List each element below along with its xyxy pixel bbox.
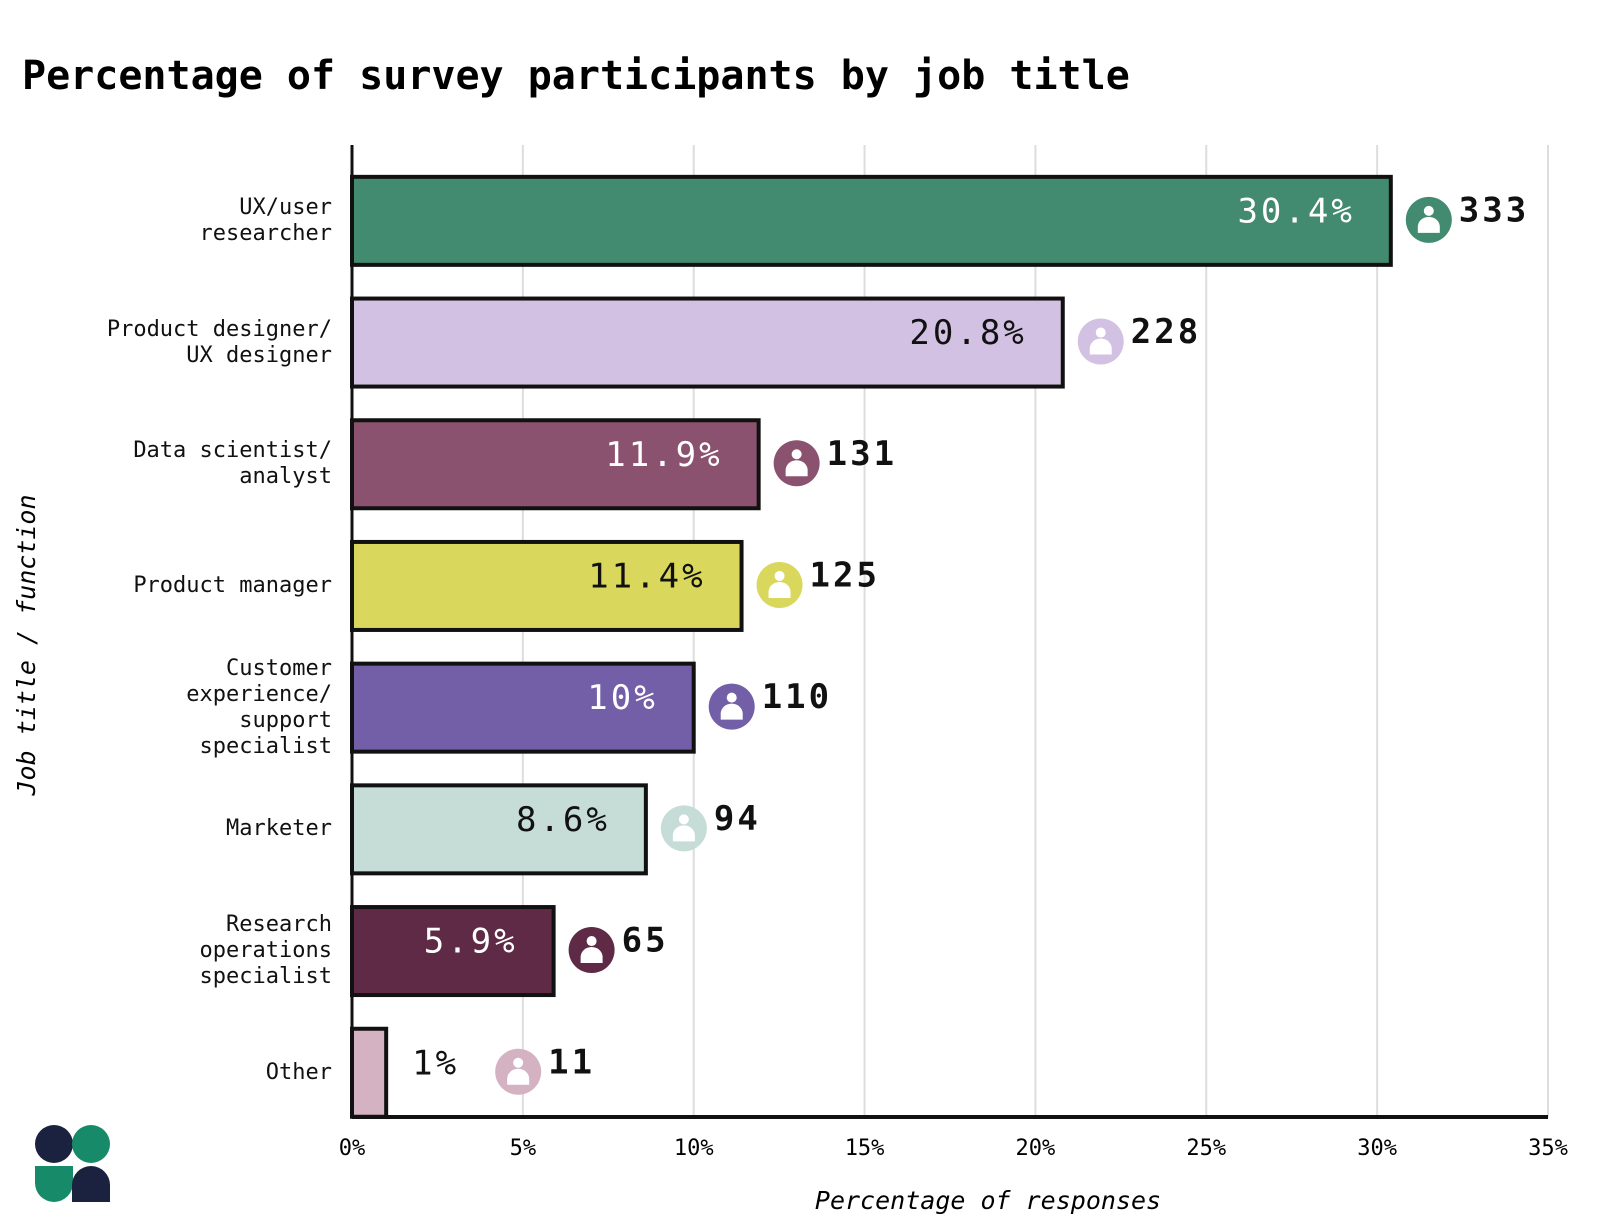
icon-head xyxy=(1423,205,1434,216)
icon-head xyxy=(1095,327,1106,338)
x-tick-label: 10% xyxy=(674,1136,714,1161)
count-label: 228 xyxy=(1131,312,1201,352)
chart-title: Percentage of survey participants by job… xyxy=(22,53,1130,99)
icon-head xyxy=(726,692,737,703)
icon-body xyxy=(768,581,791,598)
value-label: 5.9% xyxy=(424,922,518,962)
y-tick-label: Research operations specialist xyxy=(199,912,332,990)
count-label: 131 xyxy=(827,434,897,474)
bar xyxy=(350,174,1393,267)
bar xyxy=(350,783,648,876)
person-icon xyxy=(773,440,820,487)
icon-body xyxy=(507,1068,530,1085)
person-icon xyxy=(660,805,707,852)
icon-body xyxy=(720,703,743,720)
icon-head xyxy=(774,570,785,581)
y-tick-label: Data scientist/ analyst xyxy=(133,438,332,490)
value-label: 8.6% xyxy=(516,800,610,840)
count-label: 65 xyxy=(622,921,669,961)
x-tick-label: 20% xyxy=(1016,1136,1056,1161)
icon-body xyxy=(1089,338,1112,355)
icon-body xyxy=(1417,216,1440,233)
bar xyxy=(350,418,761,511)
icon-body xyxy=(580,947,603,964)
icon-head xyxy=(791,449,802,460)
x-tick-label: 15% xyxy=(845,1136,885,1161)
x-tick-label: 25% xyxy=(1186,1136,1226,1161)
person-icon xyxy=(756,561,803,608)
x-tick-label: 0% xyxy=(339,1136,366,1161)
count-label: 125 xyxy=(810,555,880,595)
bar xyxy=(350,905,556,998)
icon-head xyxy=(586,936,597,947)
x-axis-label: Percentage of responses xyxy=(815,1186,1161,1215)
count-label: 11 xyxy=(548,1042,595,1082)
value-label: 20.8% xyxy=(909,313,1026,353)
y-tick-label: Marketer xyxy=(226,816,332,842)
value-label: 1% xyxy=(412,1043,459,1083)
icon-head xyxy=(513,1057,524,1068)
value-label: 30.4% xyxy=(1237,191,1354,231)
value-label: 11.4% xyxy=(588,556,705,596)
bar xyxy=(350,1026,389,1119)
person-icon xyxy=(568,927,615,974)
value-label: 11.9% xyxy=(605,435,722,475)
y-tick-label: Product manager xyxy=(133,572,332,598)
count-label: 333 xyxy=(1459,190,1529,230)
y-tick-label: UX/user researcher xyxy=(199,194,332,246)
person-icon xyxy=(495,1048,542,1095)
person-icon xyxy=(1405,196,1452,243)
y-tick-label: Product designer/ UX designer xyxy=(106,316,332,368)
value-label: 10% xyxy=(587,678,657,718)
x-tick-label: 5% xyxy=(510,1136,537,1161)
y-tick-label: Other xyxy=(265,1059,332,1085)
icon-body xyxy=(785,460,808,477)
count-label: 94 xyxy=(714,799,761,839)
count-label: 110 xyxy=(762,677,832,717)
y-axis-label: Job title / function xyxy=(12,494,41,796)
y-tick-label: Customer experience/ support specialist xyxy=(186,655,332,759)
icon-head xyxy=(678,814,689,825)
logo xyxy=(35,1125,110,1202)
person-icon xyxy=(1077,318,1124,365)
icon-body xyxy=(672,825,695,842)
person-icon xyxy=(708,683,755,730)
x-tick-label: 30% xyxy=(1357,1136,1397,1161)
x-tick-label: 35% xyxy=(1528,1136,1568,1161)
